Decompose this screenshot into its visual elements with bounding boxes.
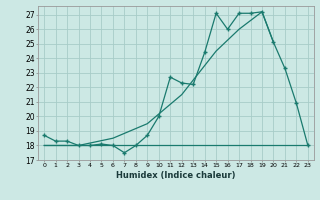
X-axis label: Humidex (Indice chaleur): Humidex (Indice chaleur)	[116, 171, 236, 180]
